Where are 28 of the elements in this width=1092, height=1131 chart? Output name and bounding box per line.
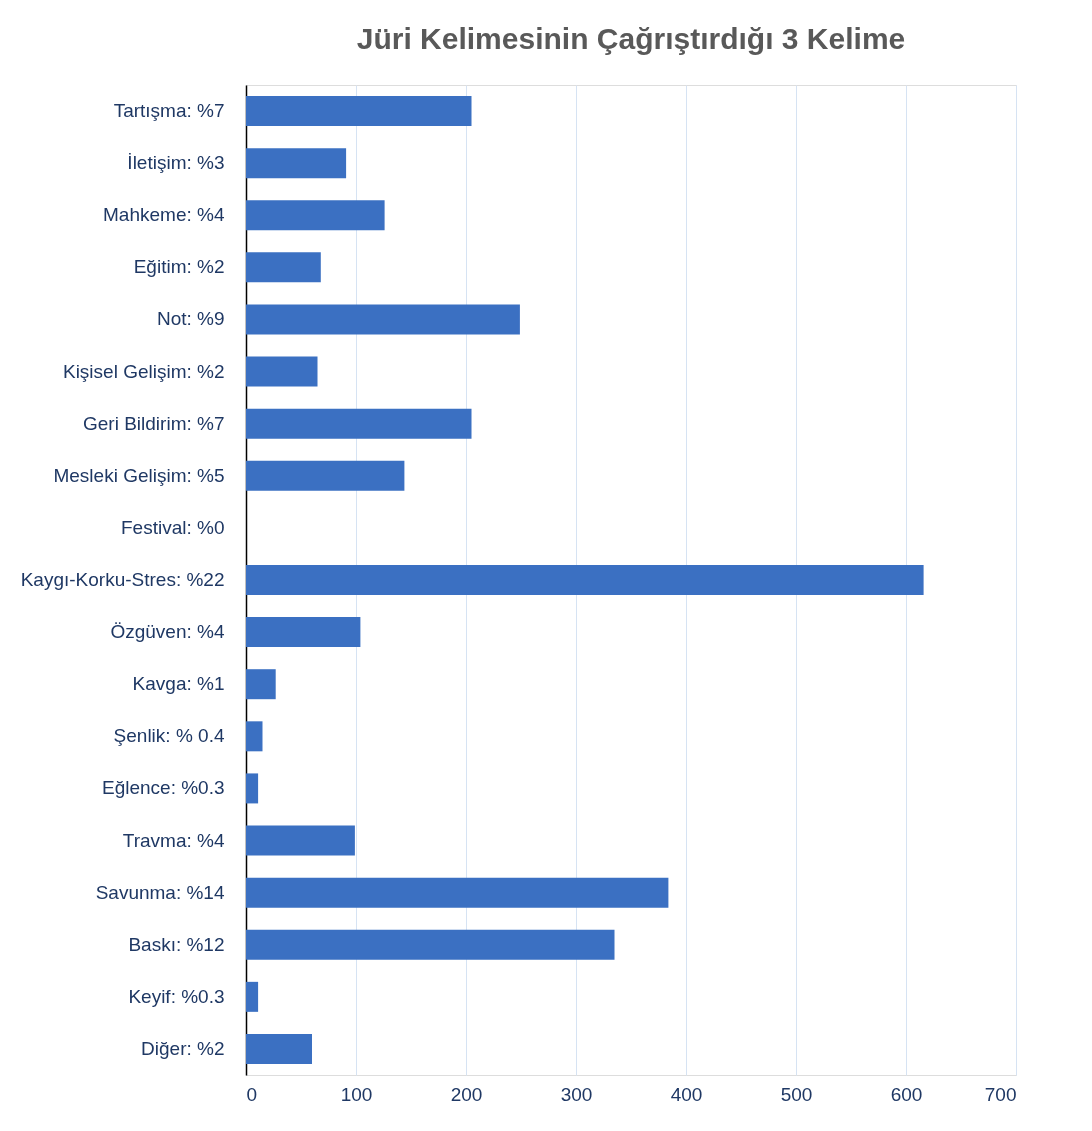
y-tick-label: Festival: %0 [121, 516, 225, 538]
y-tick-label: Savunma: %14 [95, 881, 225, 903]
x-tick-label: 0 [246, 1083, 258, 1105]
y-tick-label: Özgüven: %4 [110, 621, 225, 643]
x-tick-label: 400 [670, 1083, 703, 1105]
x-tick-label: 500 [780, 1083, 813, 1105]
y-tick-label: Keyif: %0.3 [128, 985, 225, 1007]
y-tick-label: Mahkeme: %4 [103, 204, 225, 226]
x-tick-label: 200 [450, 1083, 483, 1105]
y-tick-label: Eğitim: %2 [133, 256, 225, 278]
chart-title: Jüri Kelimesinin Çağrıştırdığı 3 Kelime [356, 22, 906, 55]
y-tick-label: Eğlence: %0.3 [101, 777, 225, 799]
y-tick-label: Travma: %4 [122, 829, 225, 851]
y-tick-label: Şenlik: % 0.4 [113, 725, 225, 747]
y-tick-label: Tartışma: %7 [113, 100, 225, 122]
y-tick-label: Geri Bildirim: %7 [83, 412, 225, 434]
x-tick-label: 700 [984, 1083, 1017, 1105]
y-tick-label: Kavga: %1 [132, 673, 225, 695]
y-tick-label: Kaygı-Korku-Stres: %22 [20, 569, 225, 590]
y-tick-label: Baskı: %12 [128, 933, 225, 955]
y-tick-label: İletişim: %3 [127, 152, 225, 174]
x-tick-label: 300 [560, 1083, 593, 1105]
x-tick-label: 600 [890, 1083, 923, 1105]
y-tick-label: Not: %9 [156, 308, 225, 330]
x-tick-label: 100 [340, 1083, 373, 1105]
y-tick-label: Kişisel Gelişim: %2 [62, 360, 225, 382]
y-tick-label: Mesleki Gelişim: %5 [53, 464, 225, 486]
y-tick-label: Diğer: %2 [141, 1037, 225, 1059]
